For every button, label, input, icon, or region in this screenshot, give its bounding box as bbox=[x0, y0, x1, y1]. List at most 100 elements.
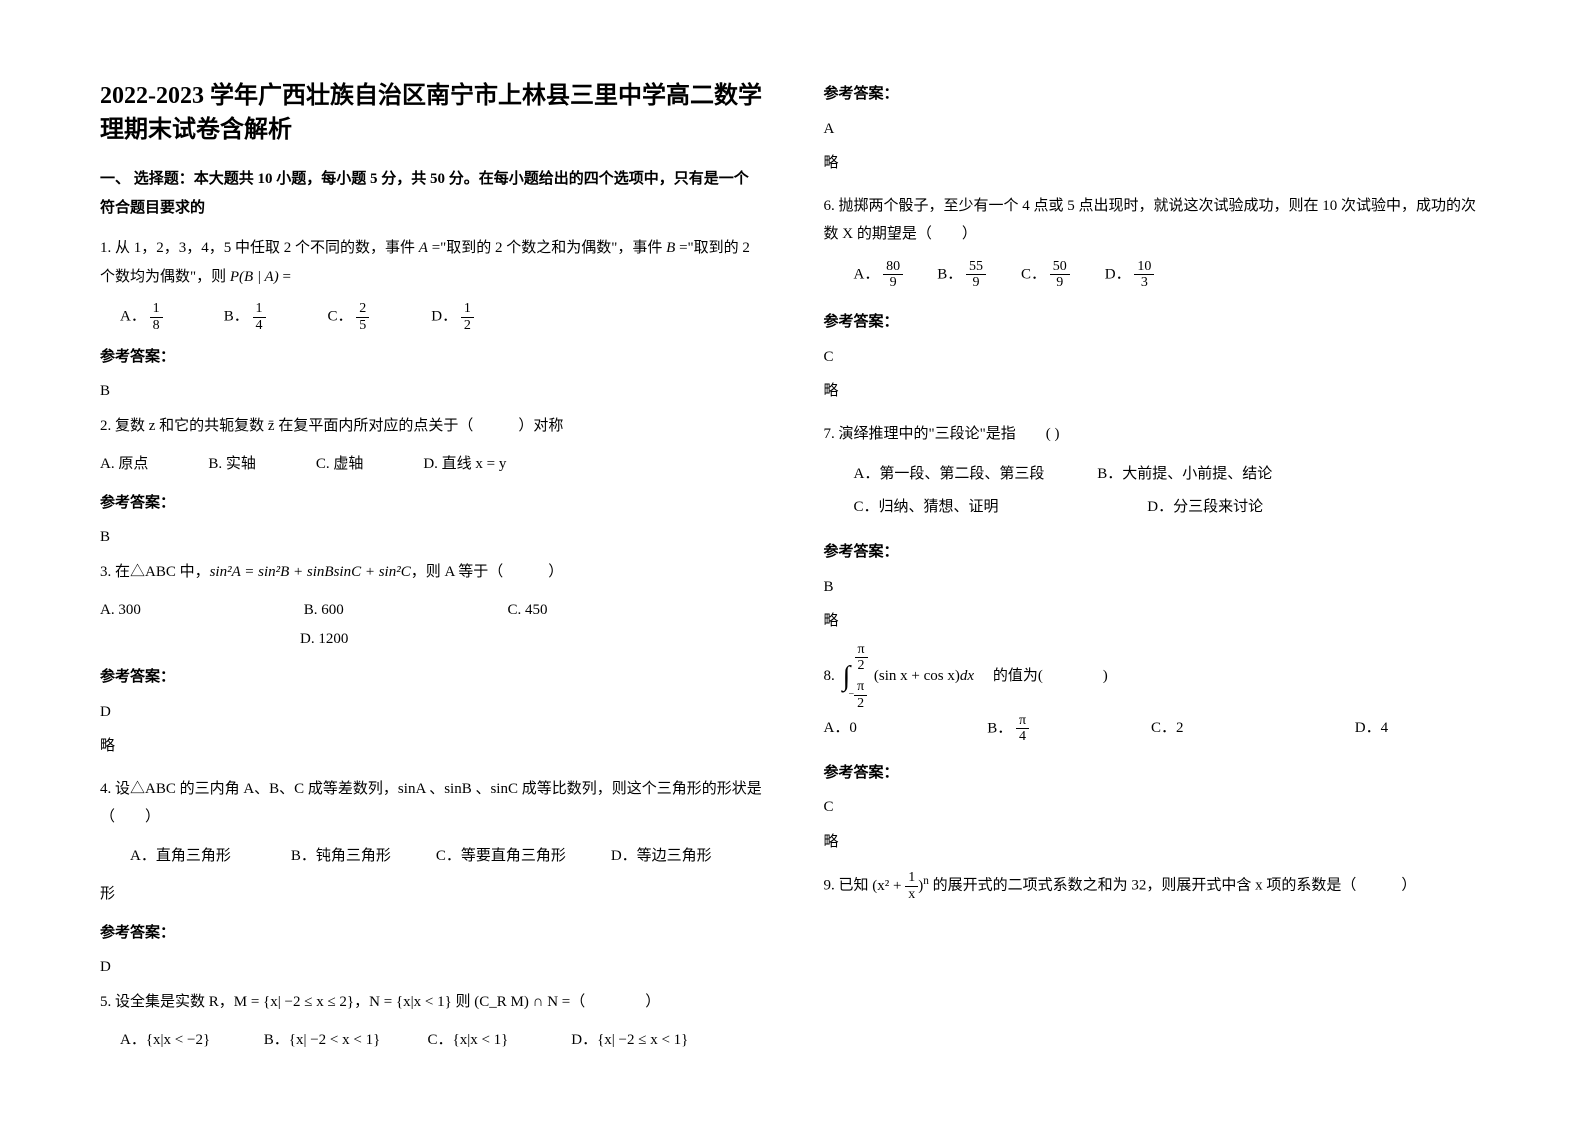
q6-d-num: 10 bbox=[1134, 259, 1154, 275]
q6-a-num: 80 bbox=[883, 259, 903, 275]
q6-opt-d-frac: 103 bbox=[1134, 259, 1154, 291]
question-2: 2. 复数 z 和它的共轭复数 z̄ 在复平面内所对应的点关于（ ）对称 bbox=[100, 412, 764, 441]
q6-answer: C bbox=[824, 343, 1488, 372]
q8-opt-d: D．4 bbox=[1355, 714, 1388, 743]
q1-opt-a-label: A． bbox=[120, 309, 146, 325]
q6-opt-a-frac: 809 bbox=[883, 259, 903, 291]
q1-a-num: 1 bbox=[150, 301, 163, 317]
q6-c-num: 50 bbox=[1050, 259, 1070, 275]
q6-brief: 略 bbox=[824, 377, 1488, 406]
q1-c-den: 5 bbox=[356, 318, 369, 333]
q1-text-mid1: ="取到的 2 个数之和为偶数"，事件 bbox=[428, 240, 666, 256]
q3-formula: sin²A = sin²B + sinBsinC + sin²C bbox=[210, 564, 411, 580]
question-5: 5. 设全集是实数 R，M = {x| −2 ≤ x ≤ 2}，N = {x|x… bbox=[100, 988, 764, 1017]
q2-options: A. 原点 B. 实轴 C. 虚轴 D. 直线 x = y bbox=[100, 450, 764, 479]
q6-options: A． 809 B． 559 C． 509 D． 103 bbox=[824, 259, 1488, 291]
q2-answer-label: 参考答案： bbox=[100, 489, 764, 518]
document-title: 2022-2023 学年广西壮族自治区南宁市上林县三里中学高二数学理期末试卷含解… bbox=[100, 80, 764, 147]
q9-exp: n bbox=[923, 875, 929, 887]
q8-ub-num: π bbox=[855, 642, 868, 658]
q5-opt-d: D．{x| −2 ≤ x < 1} bbox=[571, 1026, 688, 1055]
q8-label: 8. bbox=[824, 668, 835, 684]
q1-d-num: 1 bbox=[461, 301, 474, 317]
q7-options: A．第一段、第二段、第三段 B．大前提、小前提、结论 C．归纳、猜想、证明 D．… bbox=[824, 458, 1488, 524]
q1-answer-label: 参考答案： bbox=[100, 343, 764, 372]
q8-answer: C bbox=[824, 793, 1488, 822]
question-9: 9. 已知 (x² + 1x)n 的展开式的二项式系数之和为 32，则展开式中含… bbox=[824, 870, 1488, 902]
q8-lower-bound: π2 bbox=[854, 679, 867, 711]
q7-answer: B bbox=[824, 573, 1488, 602]
q5-options: A．{x|x < −2} B．{x| −2 < x < 1} C．{x|x < … bbox=[100, 1026, 764, 1055]
q8-opt-b-frac: π4 bbox=[1016, 713, 1029, 745]
q3-opt-a: A. 300 bbox=[100, 596, 300, 625]
q5-answer-label: 参考答案： bbox=[824, 80, 1488, 109]
q1-b-num: 1 bbox=[253, 301, 266, 317]
q3-brief: 略 bbox=[100, 732, 764, 761]
q8-brief: 略 bbox=[824, 828, 1488, 857]
q1-opt-b-frac: 14 bbox=[253, 301, 266, 333]
question-1: 1. 从 1，2，3，4，5 中任取 2 个不同的数，事件 A ="取到的 2 … bbox=[100, 234, 764, 291]
q8-opt-c: C．2 bbox=[1151, 714, 1351, 743]
q5-opt-a: A．{x|x < −2} bbox=[120, 1026, 260, 1055]
q6-c-den: 9 bbox=[1050, 275, 1070, 290]
q5-opt-b: B．{x| −2 < x < 1} bbox=[264, 1026, 424, 1055]
q6-answer-label: 参考答案： bbox=[824, 308, 1488, 337]
q1-c-num: 2 bbox=[356, 301, 369, 317]
q6-a-den: 9 bbox=[883, 275, 903, 290]
q6-opt-b-frac: 559 bbox=[966, 259, 986, 291]
q6-d-den: 3 bbox=[1134, 275, 1154, 290]
q4-shape-suffix: 形 bbox=[100, 880, 764, 909]
q6-opt-b-label: B． bbox=[937, 266, 962, 282]
q3-text-pre: 3. 在△ABC 中， bbox=[100, 564, 210, 580]
q7-answer-label: 参考答案： bbox=[824, 538, 1488, 567]
question-7: 7. 演绎推理中的"三段论"是指 ( ) bbox=[824, 420, 1488, 449]
q1-opt-c-label: C． bbox=[328, 309, 353, 325]
q2-answer: B bbox=[100, 523, 764, 552]
q7-brief: 略 bbox=[824, 607, 1488, 636]
q9-expr: (x² + 1x)n bbox=[872, 878, 932, 894]
q1-opt-a-frac: 18 bbox=[150, 301, 163, 333]
q1-prob: P(B | A) bbox=[230, 269, 279, 285]
q1-var-a: A bbox=[419, 240, 428, 256]
q9-plus: + bbox=[893, 878, 901, 894]
q7-opt-a: A．第一段、第二段、第三段 bbox=[854, 458, 1094, 491]
q8-integrand: (sin x + cos x)dx bbox=[874, 668, 974, 684]
q6-b-den: 9 bbox=[966, 275, 986, 290]
q1-answer: B bbox=[100, 377, 764, 406]
q3-text-post: ，则 A 等于（ ） bbox=[411, 564, 564, 580]
q6-opt-d-label: D． bbox=[1105, 266, 1131, 282]
q3-options: A. 300 B. 600 C. 450 D. 1200 bbox=[100, 596, 764, 653]
q5-opt-c: C．{x|x < 1} bbox=[428, 1026, 568, 1055]
q5-answer: A bbox=[824, 115, 1488, 144]
q1-opt-b-label: B． bbox=[224, 309, 249, 325]
q9-label: 9. 已知 bbox=[824, 878, 869, 894]
question-8: 8. ∫ π2 −π2 (sin x + cos x)dx 的值为( ) bbox=[824, 650, 1488, 703]
left-column: 2022-2023 学年广西壮族自治区南宁市上林县三里中学高二数学理期末试卷含解… bbox=[100, 80, 764, 1065]
q3-opt-d: D. 1200 bbox=[100, 625, 348, 654]
q9-text-post: 的展开式的二项式系数之和为 32，则展开式中含 x 项的系数是（ ） bbox=[933, 878, 1417, 894]
q3-answer-label: 参考答案： bbox=[100, 663, 764, 692]
q8-b-num: π bbox=[1016, 713, 1029, 729]
q1-opt-d-frac: 12 bbox=[461, 301, 474, 333]
question-3: 3. 在△ABC 中，sin²A = sin²B + sinBsinC + si… bbox=[100, 558, 764, 587]
q8-upper-bound: π2 bbox=[855, 642, 868, 674]
q9-fd: x bbox=[905, 887, 918, 902]
q7-opt-b: B．大前提、小前提、结论 bbox=[1097, 466, 1272, 482]
q3-answer: D bbox=[100, 698, 764, 727]
right-column: 参考答案： A 略 6. 抛掷两个骰子，至少有一个 4 点或 5 点出现时，就说… bbox=[824, 80, 1488, 1065]
q1-options: A． 18 B． 14 C． 25 D． 12 bbox=[100, 301, 764, 333]
q1-var-b: B bbox=[666, 240, 675, 256]
q8-opt-b-label: B． bbox=[987, 720, 1012, 736]
q6-opt-a-label: A． bbox=[854, 266, 880, 282]
q1-d-den: 2 bbox=[461, 318, 474, 333]
q7-opt-c: C．归纳、猜想、证明 bbox=[854, 491, 1144, 524]
q8-ub-den: 2 bbox=[855, 658, 868, 673]
q4-options: A．直角三角形 B．钝角三角形 C．等要直角三角形 D．等边三角形 bbox=[100, 842, 764, 871]
q6-opt-c-label: C． bbox=[1021, 266, 1046, 282]
q8-answer-label: 参考答案： bbox=[824, 759, 1488, 788]
q4-answer: D bbox=[100, 953, 764, 982]
q1-text-end: = bbox=[279, 269, 291, 285]
q8-text-post: 的值为( ) bbox=[993, 668, 1108, 684]
q5-brief: 略 bbox=[824, 149, 1488, 178]
q3-opt-b: B. 600 bbox=[304, 596, 504, 625]
